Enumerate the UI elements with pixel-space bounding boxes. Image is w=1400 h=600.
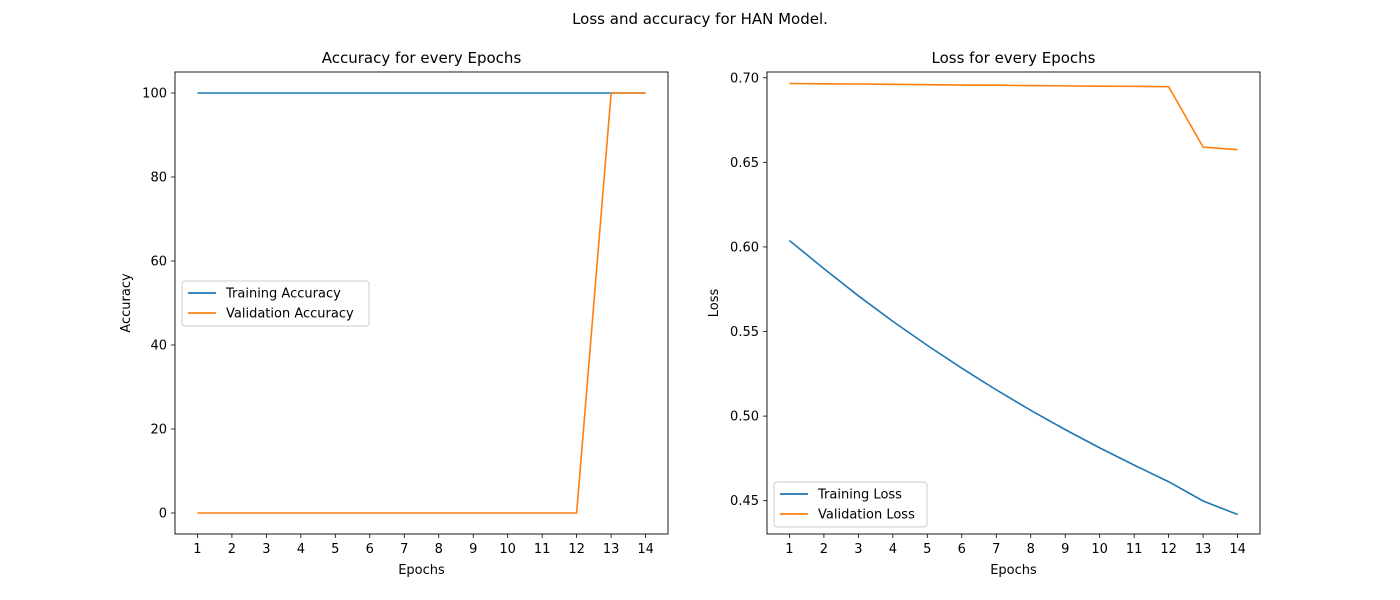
loss-y-axis-label: Loss (707, 289, 722, 318)
accuracy-x-tick-label: 9 (469, 542, 477, 557)
accuracy-x-tick-label: 7 (400, 542, 408, 557)
accuracy-legend: Training Accuracy Validation Accuracy (181, 280, 370, 327)
loss-y-tick-label: 0.65 (730, 156, 759, 171)
accuracy-y-tick-label: 80 (150, 171, 167, 186)
accuracy-y-tick-label: 60 (150, 255, 167, 270)
accuracy-legend-label: Training Accuracy (225, 287, 341, 302)
accuracy-x-tick-label: 12 (568, 542, 585, 557)
accuracy-series-line-validation (197, 92, 646, 514)
loss-legend-label: Training Loss (817, 488, 902, 503)
loss-x-tick-label: 11 (1126, 542, 1143, 557)
accuracy-x-tick-label: 14 (637, 542, 654, 557)
loss-legend-label: Validation Loss (818, 508, 915, 523)
loss-y-tick-label: 0.50 (730, 410, 759, 425)
loss-x-tick-label: 5 (923, 542, 931, 557)
accuracy-y-axis-label: Accuracy (119, 273, 134, 333)
accuracy-legend-box (181, 280, 370, 327)
accuracy-x-tick-label: 4 (297, 542, 305, 557)
accuracy-x-tick-label: 11 (534, 542, 551, 557)
accuracy-x-tick-label: 6 (366, 542, 374, 557)
accuracy-x-tick-label: 2 (228, 542, 236, 557)
loss-x-tick-label: 7 (992, 542, 1000, 557)
accuracy-x-tick-label: 3 (262, 542, 270, 557)
loss-x-axis-label: Epochs (990, 563, 1037, 578)
accuracy-x-tick-label: 13 (603, 542, 620, 557)
accuracy-y-tick-label: 20 (150, 423, 167, 438)
loss-axes-frame (766, 71, 1261, 535)
accuracy-legend-label: Validation Accuracy (226, 307, 354, 322)
loss-chart-title: Loss for every Epochs (932, 49, 1096, 67)
loss-x-tick-label: 9 (1061, 542, 1069, 557)
loss-series-line-validation (789, 82, 1238, 151)
loss-y-tick-label: 0.60 (730, 240, 759, 255)
loss-legend-box (773, 481, 928, 528)
accuracy-chart-title: Accuracy for every Epochs (322, 49, 522, 67)
accuracy-x-tick-label: 1 (193, 542, 201, 557)
accuracy-axes-frame (174, 71, 669, 535)
loss-x-tick-label: 4 (889, 542, 897, 557)
accuracy-y-tick-label: 40 (150, 339, 167, 354)
loss-y-tick-label: 0.55 (730, 325, 759, 340)
loss-x-tick-label: 8 (1027, 542, 1035, 557)
loss-x-tick-label: 3 (854, 542, 862, 557)
loss-x-tick-label: 10 (1091, 542, 1108, 557)
loss-x-tick-label: 1 (785, 542, 793, 557)
accuracy-y-tick-label: 0 (159, 507, 167, 522)
loss-legend: Training Loss Validation Loss (773, 481, 928, 528)
figure-title: Loss and accuracy for HAN Model. (572, 10, 828, 28)
loss-y-tick-label: 0.45 (730, 494, 759, 509)
accuracy-x-tick-label: 5 (331, 542, 339, 557)
loss-series-line-training (788, 239, 1238, 516)
accuracy-y-tick-label: 100 (142, 87, 167, 102)
accuracy-x-tick-label: 8 (435, 542, 443, 557)
loss-x-tick-label: 13 (1195, 542, 1212, 557)
loss-x-tick-label: 14 (1229, 542, 1246, 557)
accuracy-x-axis-label: Epochs (398, 563, 445, 578)
loss-y-tick-label: 0.70 (730, 71, 759, 86)
accuracy-x-tick-label: 10 (499, 542, 516, 557)
loss-x-tick-label: 12 (1160, 542, 1177, 557)
loss-x-tick-label: 2 (820, 542, 828, 557)
loss-x-tick-label: 6 (958, 542, 966, 557)
